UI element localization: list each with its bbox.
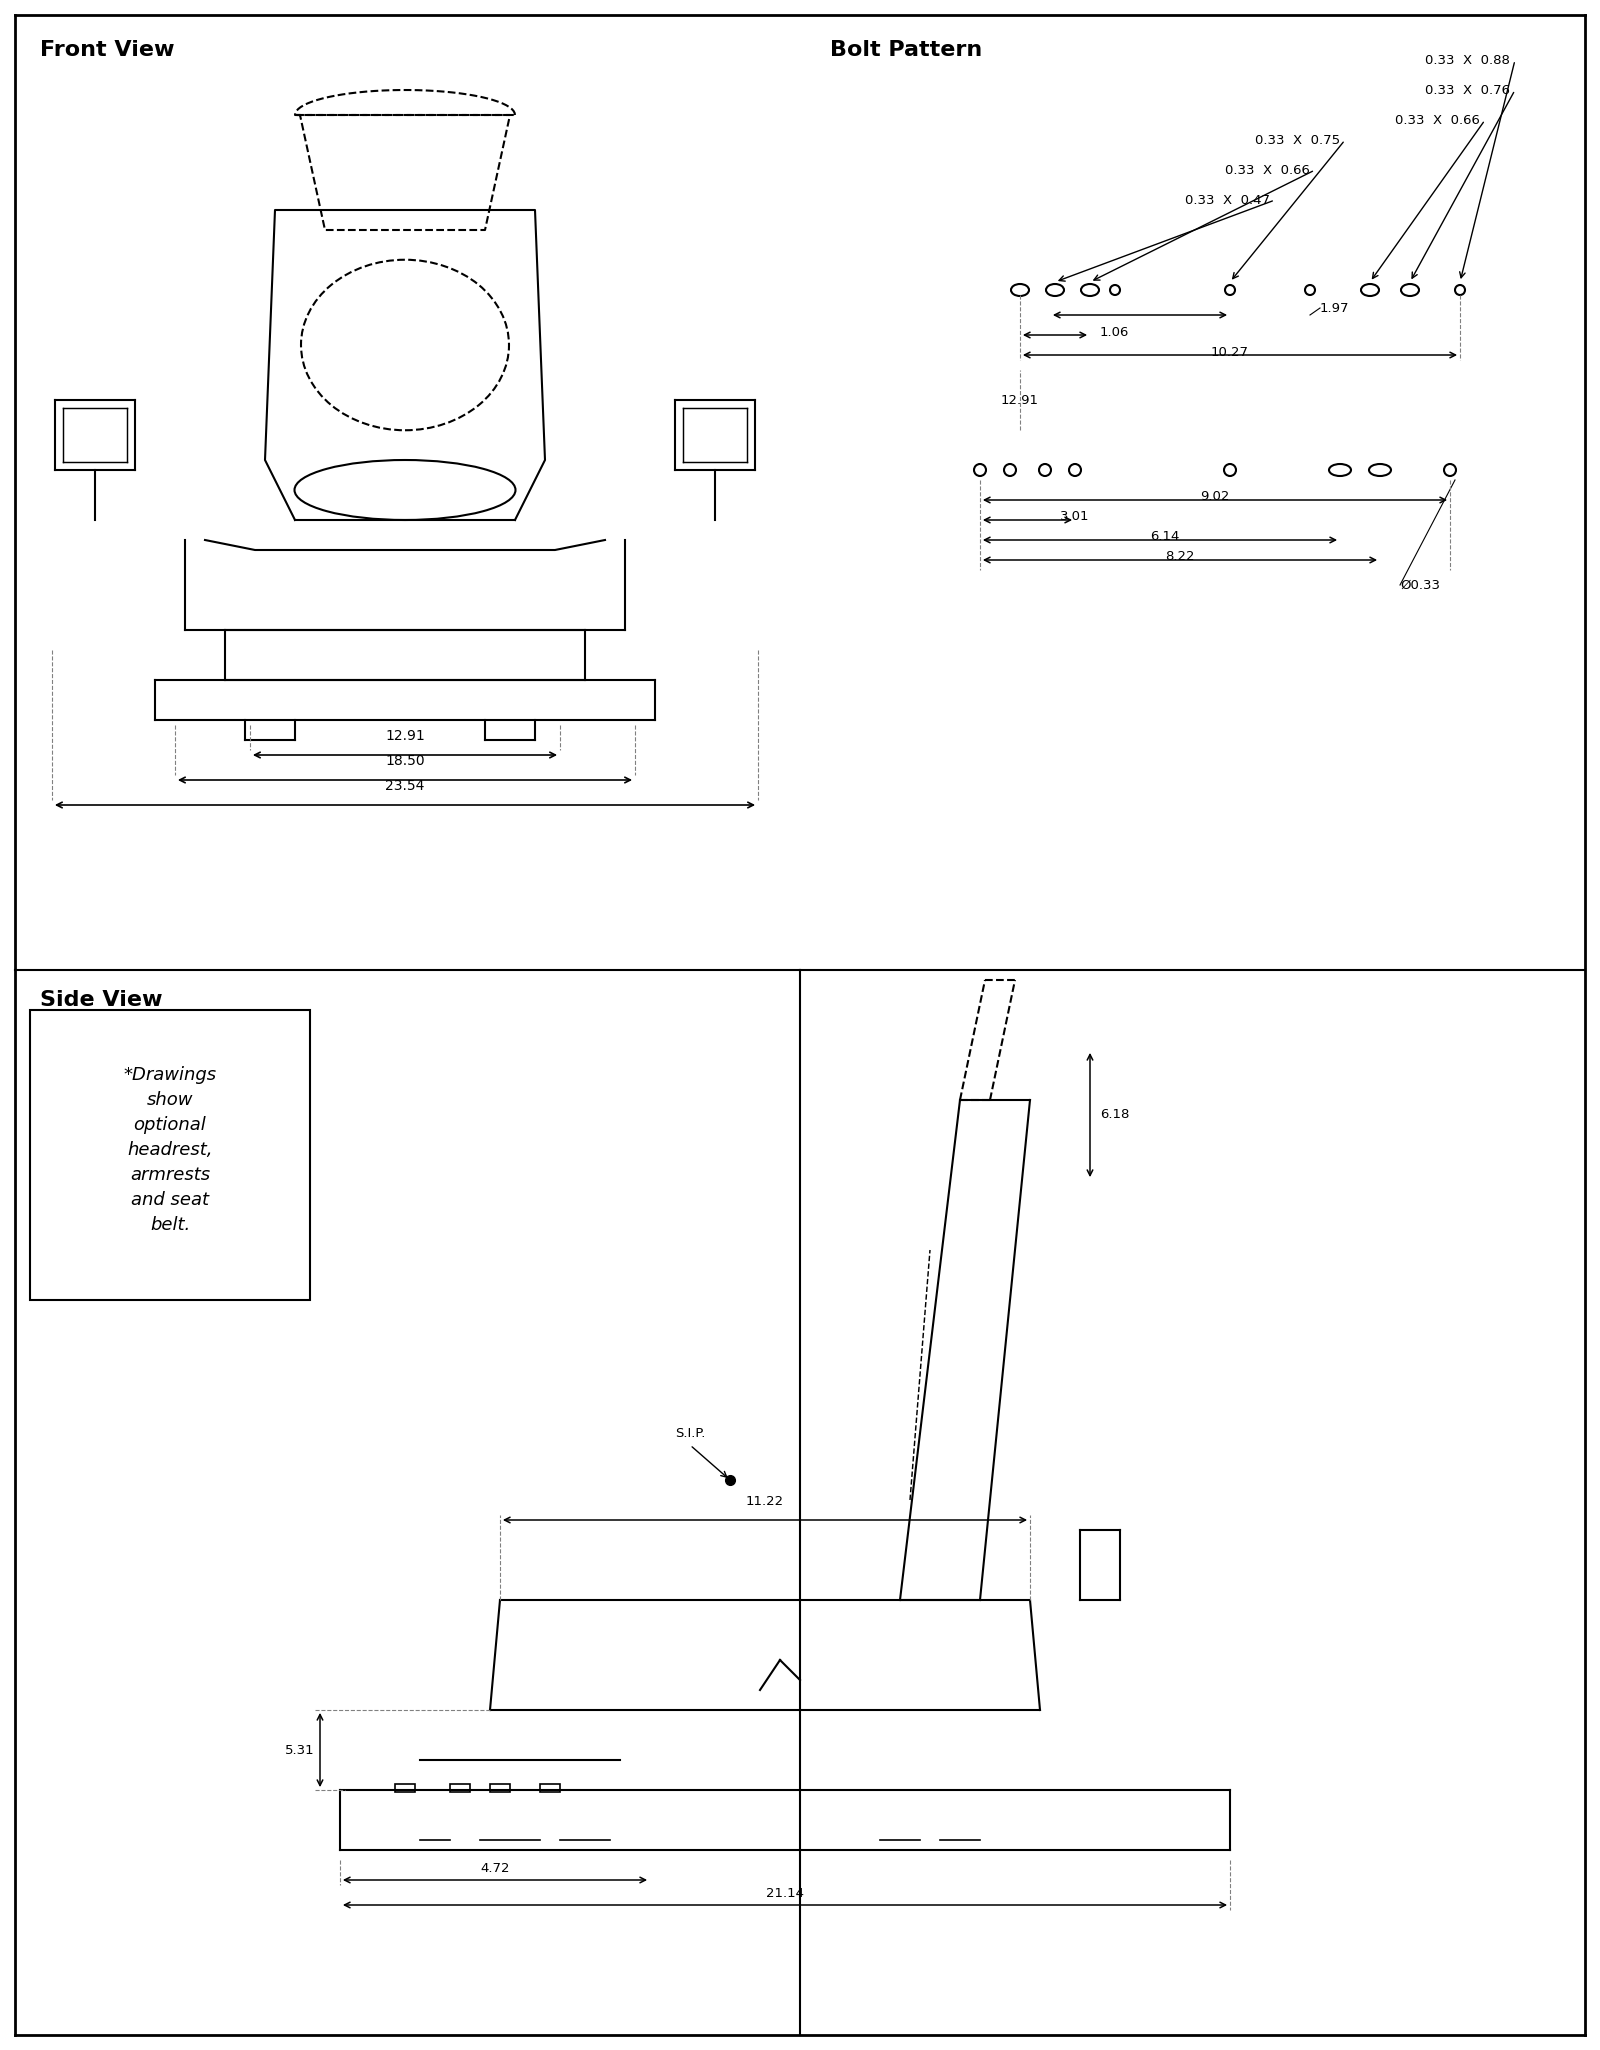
Text: 21.14: 21.14 [766,1886,805,1900]
Text: 18.50: 18.50 [386,754,426,769]
Text: *Drawings
show
optional
headrest,
armrests
and seat
belt.: *Drawings show optional headrest, armres… [123,1066,216,1234]
Text: 6.18: 6.18 [1101,1109,1130,1121]
Text: 0.33  X  0.76: 0.33 X 0.76 [1426,84,1510,96]
Text: 0.33  X  0.75: 0.33 X 0.75 [1254,133,1341,146]
Text: 12.91: 12.91 [1002,394,1038,406]
Text: 0.33  X  0.66: 0.33 X 0.66 [1226,164,1310,176]
Bar [30,1011,310,1300]
Text: 23.54: 23.54 [386,779,424,793]
Text: Ø0.33: Ø0.33 [1400,578,1440,592]
Text: Front View: Front View [40,41,174,59]
Text: Side View: Side View [40,990,163,1011]
Bar [490,1784,510,1792]
Text: 4.72: 4.72 [480,1861,510,1876]
Text: 3.01: 3.01 [1061,510,1090,523]
Text: 0.33  X  0.88: 0.33 X 0.88 [1426,53,1510,66]
Text: 12.91: 12.91 [386,730,426,742]
Text: 11.22: 11.22 [746,1494,784,1509]
Text: 1.97: 1.97 [1320,301,1349,314]
Bar [541,1784,560,1792]
Text: 6.14: 6.14 [1150,529,1179,543]
Bar [450,1784,470,1792]
Text: 5.31: 5.31 [285,1742,315,1757]
Text: 0.33  X  0.47: 0.33 X 0.47 [1186,193,1270,207]
Text: 1.06: 1.06 [1101,326,1130,338]
Bar [395,1784,414,1792]
Text: 8.22: 8.22 [1165,549,1195,562]
Text: 10.27: 10.27 [1211,346,1250,359]
Text: S.I.P.: S.I.P. [675,1427,706,1439]
Text: 9.02: 9.02 [1200,490,1230,502]
Text: Bolt Pattern: Bolt Pattern [830,41,982,59]
Text: 0.33  X  0.66: 0.33 X 0.66 [1395,113,1480,127]
